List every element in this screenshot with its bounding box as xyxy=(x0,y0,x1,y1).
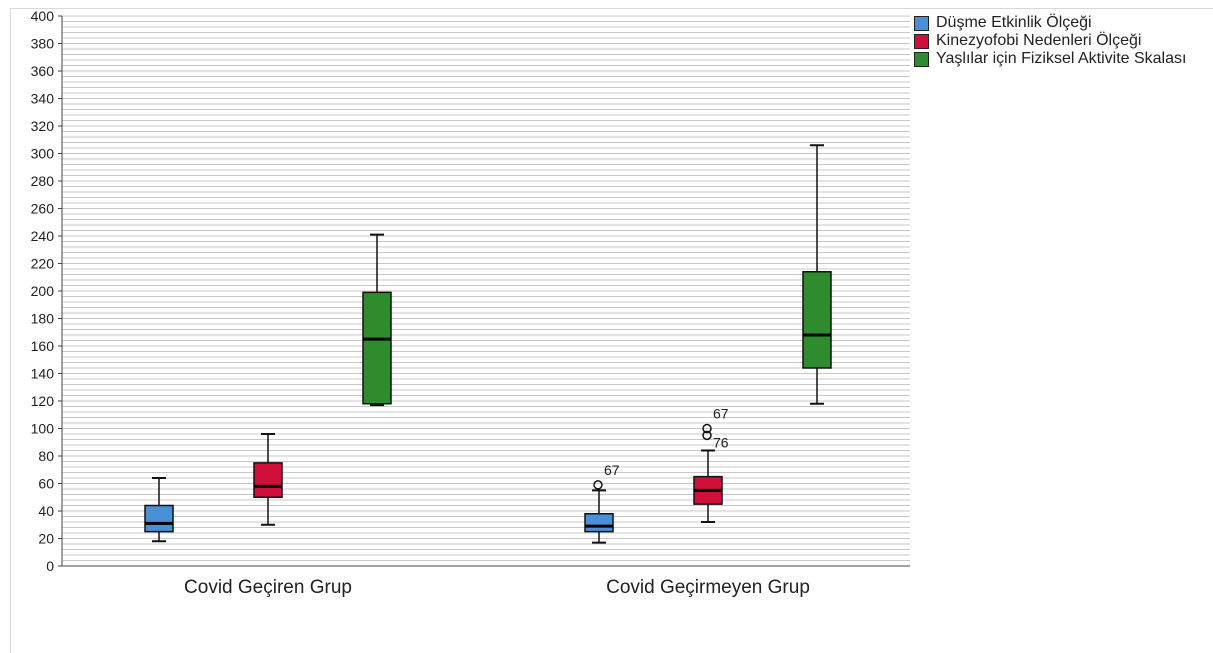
outlier-point xyxy=(593,480,603,490)
box-3-group-2 xyxy=(802,144,832,405)
box-iqr xyxy=(144,504,174,533)
y-tick-label: 120 xyxy=(31,393,55,409)
x-category-label: Covid Geçiren Grup xyxy=(184,577,352,598)
box-iqr xyxy=(362,291,392,405)
box-iqr xyxy=(584,513,614,533)
y-tick-label: 400 xyxy=(31,8,55,24)
outlier-point xyxy=(702,423,712,434)
legend-swatch xyxy=(914,34,929,49)
box-iqr xyxy=(253,462,283,498)
legend-label: Düşme Etkinlik Ölçeği xyxy=(936,14,1092,31)
y-tick-label: 240 xyxy=(31,228,55,244)
box-iqr xyxy=(802,271,832,369)
y-tick-label: 160 xyxy=(31,338,55,354)
box-1-group-2: 67 xyxy=(584,462,620,544)
y-tick-label: 280 xyxy=(31,173,55,189)
outlier-label: 76 xyxy=(713,434,729,450)
y-tick-label: 140 xyxy=(31,366,55,382)
outlier-point xyxy=(702,430,712,441)
legend-item: Yaşlılar için Fiziksel Aktivite Skalası xyxy=(914,51,1204,67)
y-tick-label: 60 xyxy=(38,476,54,492)
outlier-label: 67 xyxy=(604,462,620,478)
box-3-group-1 xyxy=(362,233,392,407)
gridlines xyxy=(62,15,910,561)
box-1-group-1 xyxy=(144,477,174,543)
y-tick-label: 340 xyxy=(31,91,55,107)
y-tick-label: 0 xyxy=(46,558,54,574)
boxplot-chart: 0 20 40 60 80 100 120 140 160 180 200 220 240 260 280 3… xyxy=(31,8,910,598)
y-tick-label: 80 xyxy=(38,448,54,464)
y-tick-label: 40 xyxy=(38,503,54,519)
y-tick-label: 20 xyxy=(38,531,54,547)
y-tick-label: 200 xyxy=(31,283,55,299)
chart-frame xyxy=(10,8,1213,653)
y-tick-label: 260 xyxy=(31,201,55,217)
outlier-label: 67 xyxy=(713,406,729,422)
legend-label: Yaşlılar için Fiziksel Aktivite Skalası xyxy=(936,50,1187,67)
y-tick-label: 180 xyxy=(31,311,55,327)
y-tick-label: 300 xyxy=(31,146,55,162)
box-2-group-2: 67 76 xyxy=(693,406,729,523)
legend: Düşme Etkinlik Ölçeği Kinezyofobi Nedenle… xyxy=(914,15,1204,69)
legend-item: Düşme Etkinlik Ölçeği xyxy=(914,15,1204,31)
y-tick-label: 220 xyxy=(31,256,55,272)
y-tick-label: 320 xyxy=(31,118,55,134)
y-tick-label: 360 xyxy=(31,63,55,79)
box-2-group-1 xyxy=(253,433,283,526)
legend-item: Kinezyofobi Nedenleri Ölçeği xyxy=(914,33,1204,49)
legend-swatch xyxy=(914,16,929,31)
x-category-label: Covid Geçirmeyen Grup xyxy=(606,577,810,598)
legend-label: Kinezyofobi Nedenleri Ölçeği xyxy=(936,32,1142,49)
legend-swatch xyxy=(914,52,929,67)
y-tick-label: 100 xyxy=(31,421,55,437)
y-tick-label: 380 xyxy=(31,36,55,52)
